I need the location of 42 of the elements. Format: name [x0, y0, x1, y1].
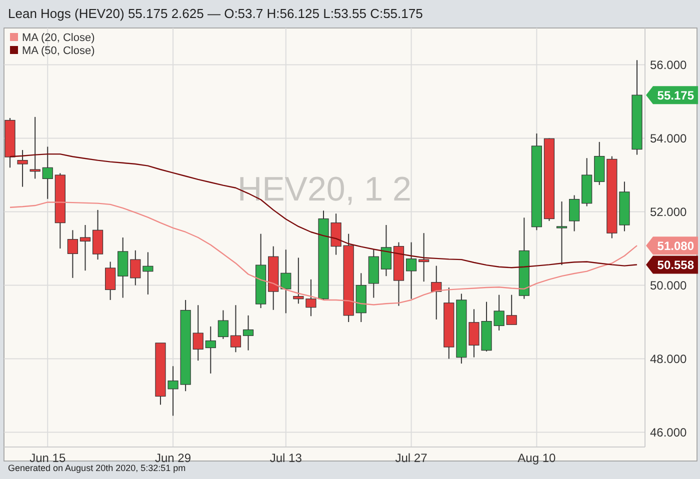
- y-tick-label: 46.000: [650, 426, 688, 440]
- candlestick: [30, 116, 40, 180]
- y-tick-label: 48.000: [650, 352, 688, 366]
- x-tick-label: Jun 29: [155, 451, 192, 465]
- x-tick-label: Jul 27: [395, 451, 428, 465]
- candlestick: [406, 242, 417, 300]
- candlestick: [142, 252, 154, 295]
- candlestick: [17, 150, 28, 188]
- text: 55.175: [657, 88, 694, 102]
- x-tick-label: Jun 15: [30, 451, 66, 465]
- x-tick-label: Aug 10: [518, 451, 556, 465]
- candlestick: [42, 146, 53, 200]
- candlestick: [67, 230, 78, 278]
- y-tick-label: 52.000: [650, 204, 688, 219]
- candlestick: [380, 224, 392, 277]
- candlestick: [306, 278, 316, 317]
- candlestick: [192, 304, 204, 362]
- legend-label: MA (50, Close): [22, 45, 95, 57]
- candlestick: [431, 265, 442, 320]
- candlestick: [242, 314, 254, 351]
- candlestick: [293, 257, 304, 304]
- legend-label: MA (20, Close): [22, 32, 95, 44]
- text: 50.558: [657, 258, 694, 272]
- chart-title: Lean Hogs (HEV20) 55.175 2.625 — O:53.7 H:56.125 L:53.55 C:55.175: [8, 6, 423, 21]
- candlestick: [105, 261, 116, 300]
- candlestick: [218, 310, 228, 340]
- y-tick-label: 50.000: [650, 278, 688, 292]
- candlestick: [80, 224, 91, 272]
- candlestick: [205, 326, 216, 374]
- candlestick: [556, 200, 568, 266]
- x-tick-label: Jul 13: [270, 451, 302, 465]
- candlestick: [569, 194, 580, 232]
- y-tick-label: 54.000: [650, 131, 688, 146]
- candlestick: [130, 250, 141, 286]
- candlestick: [418, 232, 430, 282]
- text: Generated on August 20th 2020, 5:32:51 pm: [8, 463, 186, 473]
- y-tick-label: 56.000: [650, 58, 688, 72]
- candlestick: [92, 209, 104, 260]
- candlestick: [506, 294, 517, 326]
- text: 51.080: [657, 238, 694, 253]
- candlestick: [230, 304, 242, 353]
- candlestick: [280, 249, 292, 314]
